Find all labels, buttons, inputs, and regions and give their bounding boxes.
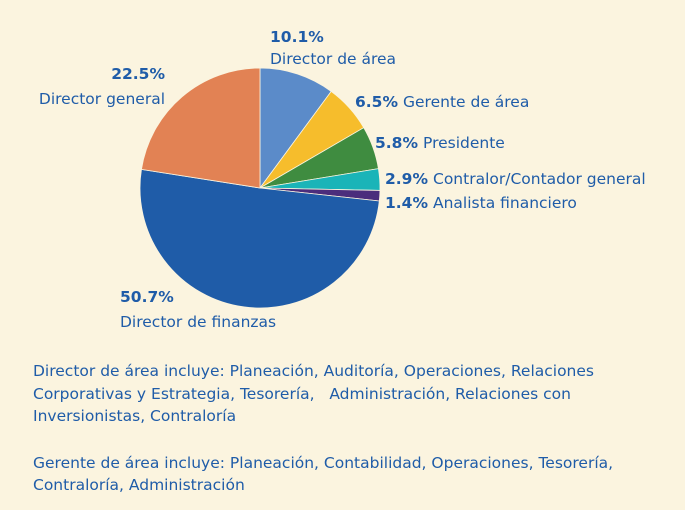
note-line: Director de área incluye: Planeación, Au… bbox=[33, 362, 594, 380]
slice-name-label: Gerente de área bbox=[403, 93, 529, 111]
slice-name-label: Director de área bbox=[270, 50, 396, 68]
slice-label: 2.9% Contralor/Contador general bbox=[385, 170, 646, 188]
pie-slice bbox=[259, 67, 332, 190]
slice-value-label: 50.7% bbox=[120, 288, 174, 306]
slice-value-label: 6.5% bbox=[355, 93, 398, 111]
slice-name-label: Presidente bbox=[423, 134, 505, 152]
slice-name-label: Director general bbox=[39, 90, 165, 108]
pie-slice bbox=[140, 67, 261, 189]
slice-value-label: 2.9% bbox=[385, 170, 428, 188]
pie-slice bbox=[139, 168, 380, 309]
slice-label: 6.5% Gerente de área bbox=[355, 93, 529, 111]
note-line: Contraloría, Administración bbox=[33, 476, 245, 494]
note-line: Gerente de área incluye: Planeación, Con… bbox=[33, 454, 613, 472]
slice-name-label: Director de finanzas bbox=[120, 313, 276, 331]
slice-label: 5.8% Presidente bbox=[375, 134, 505, 152]
slice-name-label: Contralor/Contador general bbox=[433, 170, 646, 188]
slice-name-label: Analista financiero bbox=[433, 194, 577, 212]
slice-value-label: 1.4% bbox=[385, 194, 428, 212]
note-line: Corporativas y Estrategia, Tesorería, Ad… bbox=[33, 385, 571, 403]
slice-value-label: 22.5% bbox=[111, 65, 165, 83]
note-line: Inversionistas, Contraloría bbox=[33, 407, 236, 425]
slice-value-label: 10.1% bbox=[270, 28, 324, 46]
slice-label: 1.4% Analista financiero bbox=[385, 194, 577, 212]
slice-value-label: 5.8% bbox=[375, 134, 418, 152]
